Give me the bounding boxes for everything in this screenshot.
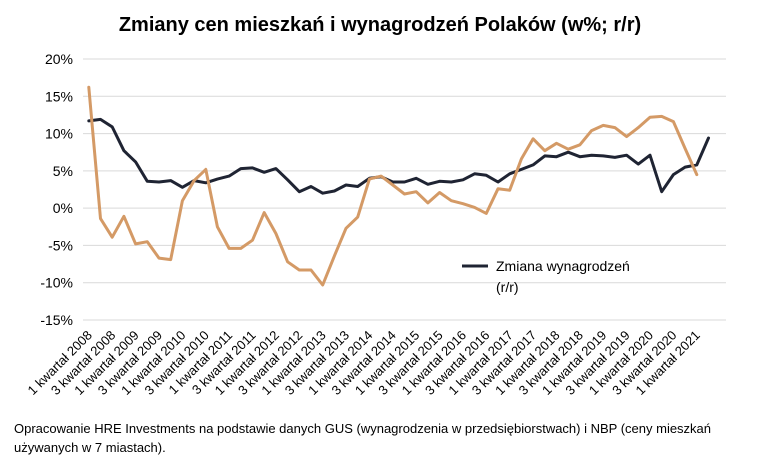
legend: Zmiana wynagrodzeń (r/r) <box>462 258 630 295</box>
y-tick-label: -10% <box>40 275 73 291</box>
legend-label-line2: (r/r) <box>496 279 519 295</box>
y-tick-label: -15% <box>40 312 73 328</box>
series-line-wynagrodzenia <box>87 117 710 195</box>
y-tick-label: 10% <box>45 126 73 142</box>
series-line-ceny-mieszkan <box>87 85 699 287</box>
chart-title: Zmiany cen mieszkań i wynagrodzeń Polakó… <box>118 14 642 36</box>
grid-lines <box>83 58 726 321</box>
y-tick-label: -5% <box>48 237 73 253</box>
y-tick-label: 20% <box>45 51 73 67</box>
line-chart: 20% 15% 10% 5% 0% -5% -10% -15% 1 kwartał 20083… <box>25 51 726 398</box>
footnote: Opracowanie HRE Investments na podstawie… <box>14 421 712 455</box>
series-lines <box>87 85 710 287</box>
y-tick-label: 5% <box>53 163 73 179</box>
y-tick-label: 15% <box>45 88 73 104</box>
y-axis-ticks: 20% 15% 10% 5% 0% -5% -10% -15% <box>40 51 73 328</box>
legend-label: Zmiana wynagrodzeń <box>496 258 630 274</box>
y-tick-label: 0% <box>53 200 73 216</box>
